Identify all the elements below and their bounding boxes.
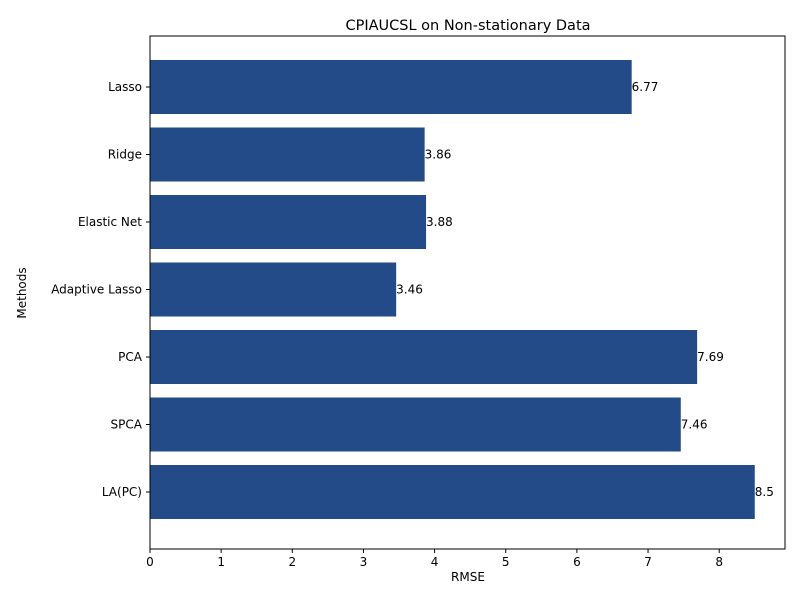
data-label-elastic-net: 3.88 (426, 215, 453, 229)
x-tick-label-2: 2 (288, 555, 296, 569)
data-labels-layer: 6.77 3.86 3.88 3.46 7.69 7.46 8.5 (396, 80, 774, 499)
x-tick-label-0: 0 (146, 555, 154, 569)
y-axis-label: Methods (15, 267, 29, 318)
data-label-lasso: 6.77 (632, 80, 659, 94)
y-tick-label-lasso: Lasso (108, 80, 142, 94)
x-axis-ticks: 0 1 2 3 4 5 6 7 8 (146, 549, 723, 569)
bars-layer (150, 60, 755, 519)
bar-lasso (150, 60, 632, 114)
y-tick-label-spca: SPCA (111, 418, 143, 432)
y-tick-label-adaptive-lasso: Adaptive Lasso (51, 283, 142, 297)
x-tick-label-7: 7 (644, 555, 652, 569)
x-tick-label-1: 1 (217, 555, 225, 569)
chart-title: CPIAUCSL on Non-stationary Data (345, 18, 590, 34)
x-tick-label-8: 8 (715, 555, 723, 569)
y-tick-label-ridge: Ridge (108, 148, 142, 162)
plot-area-frame (149, 35, 786, 550)
data-label-pca: 7.69 (697, 350, 724, 364)
y-axis-ticks: Lasso Ridge Elastic Net Adaptive Lasso PCA SP… (51, 80, 150, 499)
data-label-spca: 7.46 (681, 418, 708, 432)
data-label-ridge: 3.86 (425, 148, 452, 162)
bar-elastic-net (150, 195, 427, 249)
bar-ridge (150, 127, 425, 182)
y-tick-label-elastic-net: Elastic Net (78, 215, 142, 229)
data-label-la-pc: 8.5 (755, 485, 774, 499)
x-tick-label-4: 4 (431, 555, 439, 569)
x-tick-label-6: 6 (573, 555, 581, 569)
bar-pca (150, 330, 698, 384)
bar-adaptive-lasso (150, 262, 397, 317)
y-tick-label-pca: PCA (118, 350, 143, 364)
bar-spca (150, 397, 681, 452)
data-label-adaptive-lasso: 3.46 (396, 283, 423, 297)
bar-la-pc (150, 465, 755, 519)
x-tick-label-5: 5 (502, 555, 510, 569)
x-axis-label: RMSE (451, 570, 485, 584)
y-tick-label-la-pc: LA(PC) (102, 485, 142, 499)
x-tick-label-3: 3 (360, 555, 368, 569)
